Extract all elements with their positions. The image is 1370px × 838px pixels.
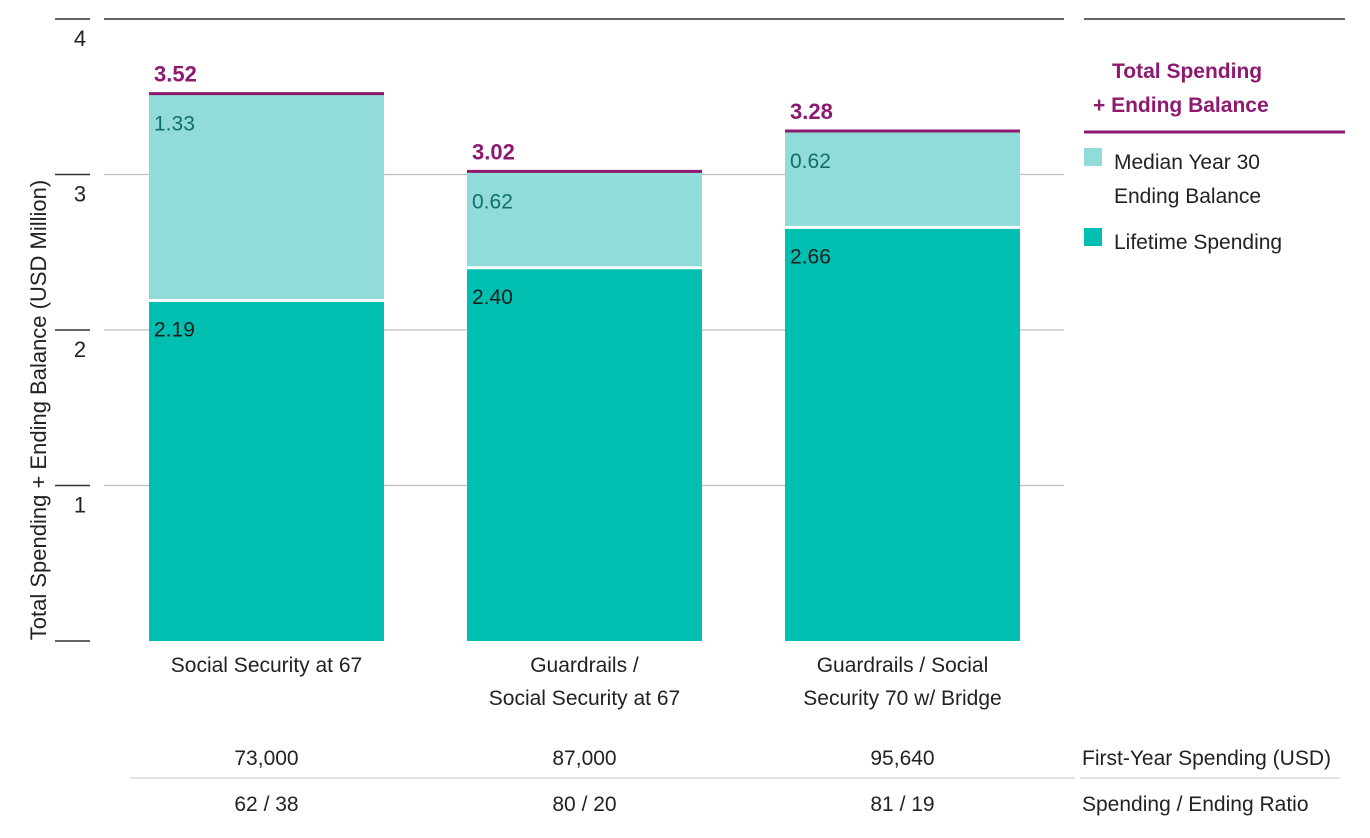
y-axis-label: Total Spending + Ending Balance (USD Mil… — [26, 180, 51, 640]
legend-label: Lifetime Spending — [1114, 231, 1282, 254]
category-label: Social Security at 67 — [171, 654, 362, 677]
data-label-total: 3.28 — [790, 99, 833, 124]
bars: 2.19 1.33 3.52 2.40 0.62 3.02 2.66 0.62 3.28 — [149, 62, 1020, 641]
legend-title: + Ending Balance — [1093, 94, 1269, 117]
bar-lifetime-spending — [467, 267, 702, 641]
category-labels: Social Security at 67 Guardrails / Social … — [171, 654, 1002, 710]
y-tick-label-1: 1 — [74, 493, 86, 518]
legend-swatch — [1084, 228, 1102, 246]
data-label-lifetime-spending: 2.66 — [790, 245, 831, 268]
table-cell: 62 / 38 — [234, 793, 298, 816]
table-cell: 95,640 — [870, 747, 934, 770]
bar-lifetime-spending — [785, 227, 1020, 641]
table-cell: 73,000 — [234, 747, 298, 770]
category-label: Guardrails / — [530, 654, 639, 677]
category-label: Guardrails / Social — [817, 654, 989, 677]
data-table: 73,000 87,000 95,640 First-Year Spending (U… — [130, 747, 1340, 816]
table-cell: 81 / 19 — [870, 793, 934, 816]
data-label-total: 3.02 — [472, 139, 515, 164]
table-cell: 80 / 20 — [552, 793, 616, 816]
data-label-ending-balance: 0.62 — [790, 150, 831, 173]
table-row-label: First-Year Spending (USD) — [1082, 747, 1331, 770]
data-label-lifetime-spending: 2.40 — [472, 286, 513, 309]
bar-lifetime-spending — [149, 300, 384, 641]
data-label-ending-balance: 1.33 — [154, 113, 195, 136]
legend-swatch — [1084, 148, 1102, 166]
legend: Total Spending + Ending Balance Median Yea… — [1084, 60, 1345, 254]
data-label-total: 3.52 — [154, 62, 197, 87]
legend-label: Ending Balance — [1114, 185, 1261, 208]
bar-ending-balance — [467, 171, 702, 268]
category-label: Security 70 w/ Bridge — [803, 687, 1001, 710]
table-cell: 87,000 — [552, 747, 616, 770]
bar-ending-balance — [785, 130, 1020, 228]
y-tick-label-3: 3 — [74, 182, 86, 207]
legend-label: Median Year 30 — [1114, 151, 1260, 174]
legend-title: Total Spending — [1112, 60, 1262, 83]
y-tick-label-2: 2 — [74, 337, 86, 362]
bar-ending-balance — [149, 93, 384, 301]
y-axis: 1 2 3 4 — [55, 18, 90, 642]
data-label-lifetime-spending: 2.19 — [154, 318, 195, 341]
category-label: Social Security at 67 — [489, 687, 680, 710]
data-label-ending-balance: 0.62 — [472, 190, 513, 213]
y-tick-label-4: 4 — [74, 26, 86, 51]
table-row-label: Spending / Ending Ratio — [1082, 793, 1309, 816]
